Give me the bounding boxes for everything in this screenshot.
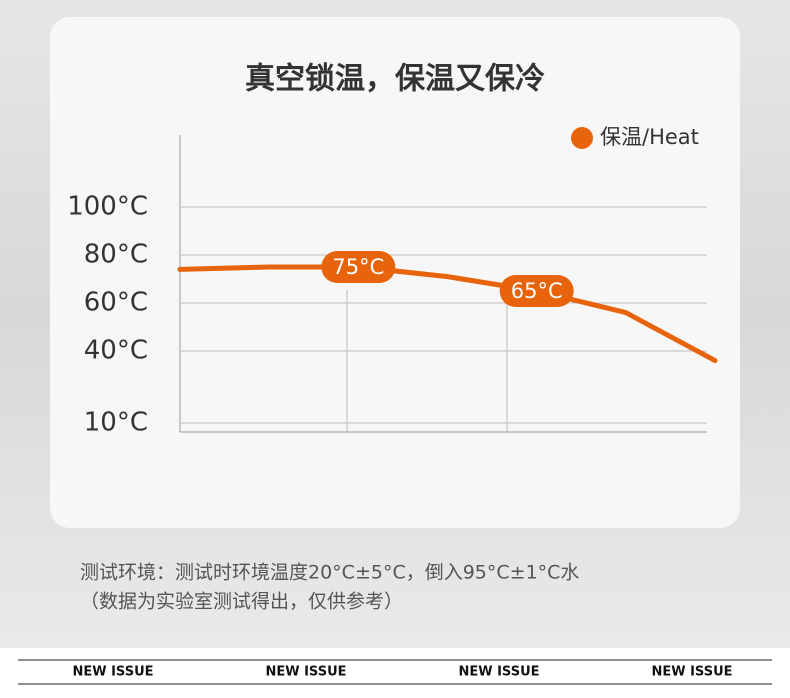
note: 测试环境：测试时环境温度20°C±5°C，倒入95°C±1°C水 [80,562,579,584]
y-tick-label: 40°C [84,336,148,366]
value-badge [321,251,396,283]
footer-label: NEW ISSUE [265,665,346,680]
legend-swatch [571,127,593,149]
y-tick-label: 10°C [84,408,148,438]
footer-label: NEW ISSUE [651,665,732,680]
value-badge [499,275,574,307]
footer-label: NEW ISSUE [72,665,153,680]
note: （数据为实验室测试得出，仅供参考） [80,591,403,613]
y-tick-label: 80°C [84,240,148,270]
footer-strip [0,648,790,694]
line [177,264,718,364]
y-tick-label: 60°C [84,288,148,318]
y-tick-label: 100°C [67,192,148,222]
legend-label: 保温/Heat [600,125,699,149]
chart-title: 真空锁温，保温又保冷 [245,62,545,97]
value-label: 75°C [332,255,384,279]
footer-label: NEW ISSUE [458,665,539,680]
value-label: 65°C [511,279,563,303]
